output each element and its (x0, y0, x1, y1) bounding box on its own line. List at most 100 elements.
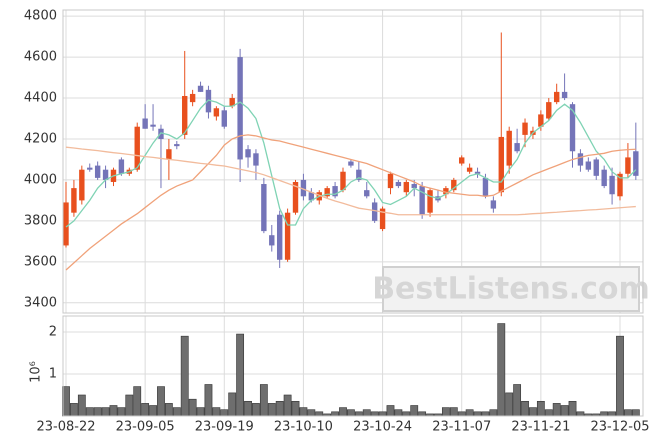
volume-bar (101, 407, 110, 417)
plot-frame (62, 315, 644, 417)
volume-bar (149, 405, 157, 417)
candle-body (94, 165, 101, 178)
volume-bar (560, 405, 569, 417)
volume-bar (362, 409, 371, 417)
volume-bar (85, 407, 94, 417)
y-tick-label: 1 (49, 366, 57, 381)
volume-bar (600, 411, 609, 417)
candle-body (451, 179, 457, 191)
volume-bar (188, 398, 197, 417)
candle-body (292, 181, 299, 213)
watermark-box (382, 266, 640, 312)
candle-body (561, 91, 568, 99)
y-tick-label: 2 (49, 324, 57, 339)
candle-body (482, 177, 489, 197)
volume-bar (291, 400, 300, 417)
candle-body (340, 171, 346, 191)
volume-bar (77, 394, 86, 417)
volume-bar (616, 335, 624, 417)
candle-body (427, 190, 433, 213)
candle-body (205, 89, 212, 113)
volume-bar (505, 392, 514, 417)
candle-body (324, 188, 330, 197)
y-tick-label: 4400 (24, 91, 57, 106)
volume-bar (386, 405, 395, 417)
candle-body (371, 202, 378, 221)
candle-body (71, 188, 77, 213)
volume-bar (489, 409, 498, 417)
volume-bar (631, 409, 640, 417)
candle-body (538, 114, 544, 127)
y-tick-label: 3600 (24, 254, 57, 269)
candle-body (237, 57, 243, 160)
volume-bar (259, 384, 268, 417)
moving-average-line (65, 146, 636, 216)
volume-bar (180, 335, 189, 417)
candle-body (63, 202, 69, 246)
volume-bar (125, 394, 134, 417)
x-tick-label: 23-09-19 (195, 420, 254, 435)
candle-body (419, 186, 425, 215)
candle-body (182, 95, 188, 135)
candle-body (261, 184, 267, 232)
offset-label: 10⁶ (29, 361, 44, 383)
volume-bar (513, 384, 522, 417)
candle-body (387, 173, 394, 189)
volume-bar (212, 407, 221, 417)
moving-average-line (65, 134, 636, 271)
candle-body (617, 173, 623, 197)
candle-body (276, 214, 283, 260)
candle-body (102, 169, 109, 180)
volume-bar (441, 407, 450, 417)
candle-body (569, 104, 576, 152)
volume-bar (133, 386, 142, 417)
volume-bar (497, 323, 506, 417)
volume-bar (204, 384, 213, 417)
volume-bar (109, 405, 118, 417)
x-tick-label: 23-08-22 (36, 420, 95, 435)
volume-bar (236, 333, 245, 417)
y-tick-label: 4200 (24, 131, 57, 146)
volume-bar (624, 409, 632, 417)
candle-body (506, 130, 512, 166)
volume-bar (354, 411, 363, 417)
candle-body (546, 102, 552, 119)
volume-bar (315, 411, 324, 417)
candle-body (625, 157, 631, 174)
volume-bar (283, 394, 292, 417)
volume-bar (465, 409, 474, 417)
x-tick-label: 23-09-05 (116, 420, 175, 435)
candle-body (403, 181, 410, 193)
candle-body (284, 212, 291, 260)
volume-bar (141, 403, 150, 417)
volume-bar (521, 400, 529, 417)
volume-bar (252, 403, 260, 417)
watermark-group: BestListens.com (372, 266, 650, 312)
volume-bar (331, 411, 339, 417)
volume-bar (244, 400, 252, 417)
volume-bar (164, 403, 173, 417)
volume-bar (93, 407, 102, 417)
volume-bar (196, 407, 205, 417)
x-tick-label: 23-12-05 (590, 420, 649, 435)
volume-bar (457, 411, 466, 417)
candle-body (593, 159, 599, 176)
volume-bar (220, 409, 229, 417)
candle-body (253, 153, 259, 166)
candle-body (245, 149, 251, 158)
candle-body (459, 157, 465, 164)
candle-body (395, 181, 402, 187)
candle-body (142, 118, 148, 129)
candle-body (221, 110, 227, 127)
volume-bar (172, 407, 181, 417)
candle-body (300, 179, 307, 197)
volume-bar (267, 403, 276, 417)
candle-body (134, 126, 140, 170)
volume-bar (117, 407, 126, 417)
volume-bar (307, 409, 316, 417)
volume-bar (299, 407, 308, 417)
candle-body (577, 153, 584, 166)
candle-body (466, 167, 473, 172)
candle-body (443, 188, 449, 195)
